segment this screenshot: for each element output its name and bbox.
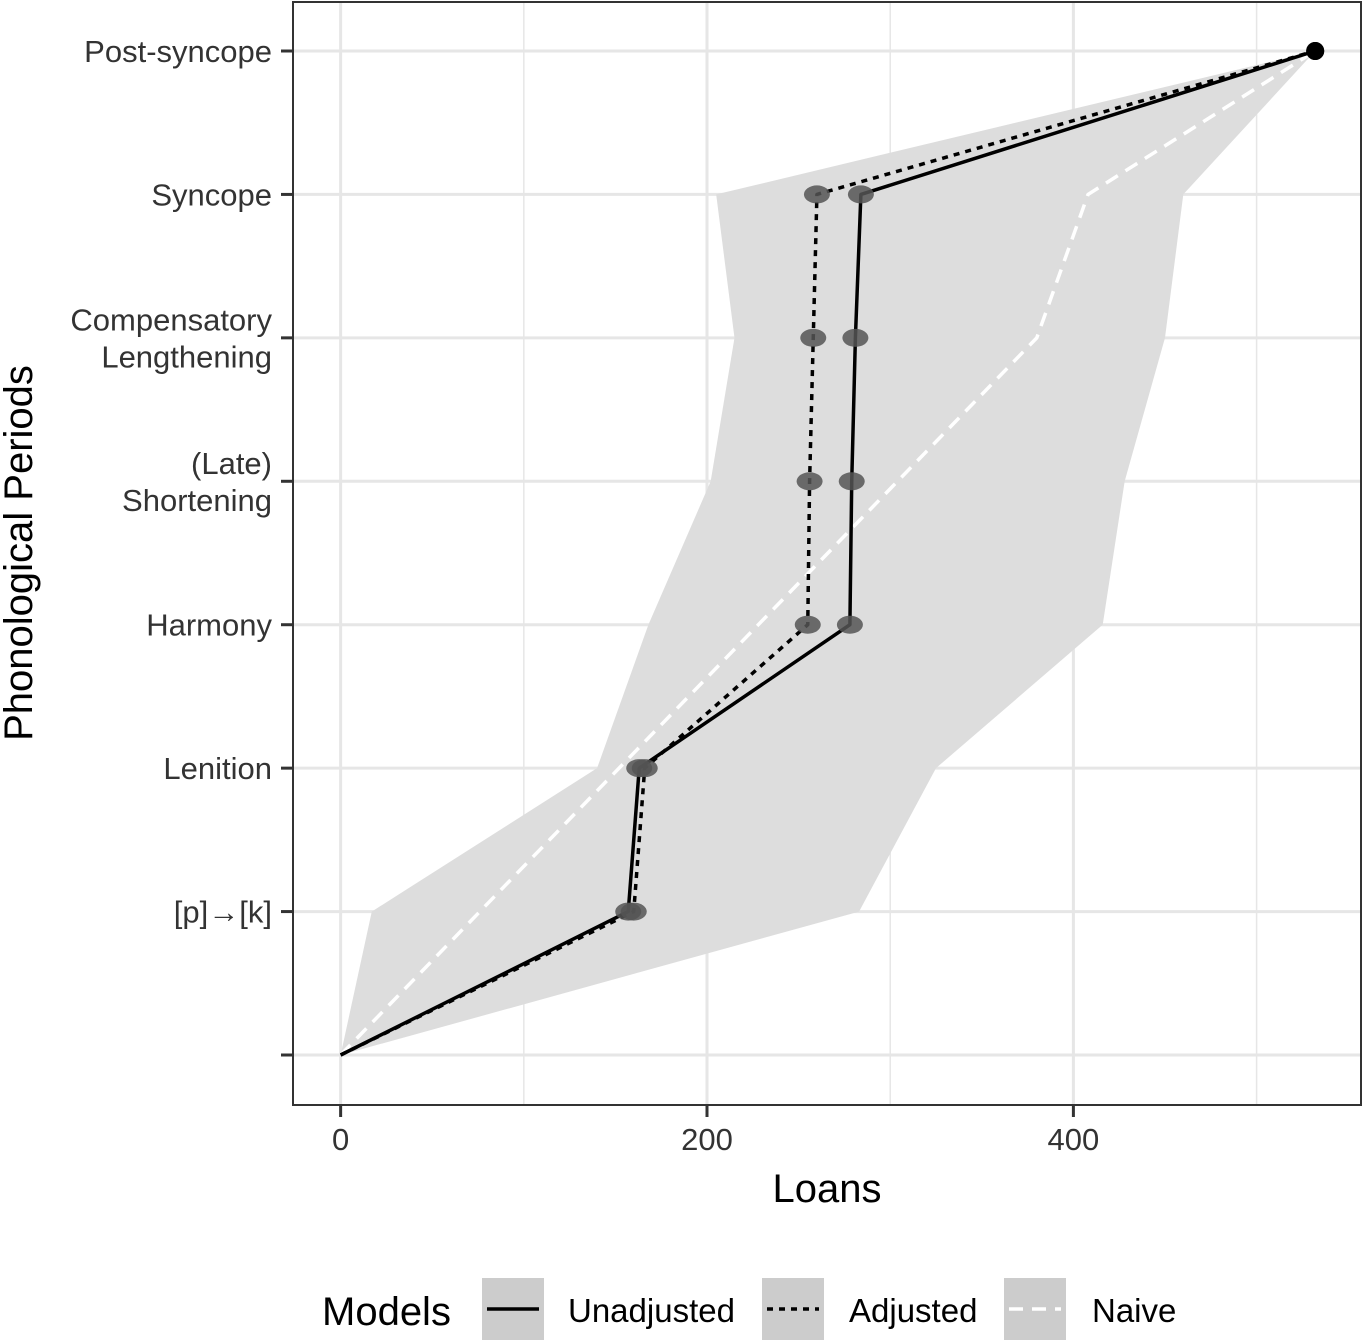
x-tick-label: 200 bbox=[681, 1122, 733, 1157]
x-axis-title: Loans bbox=[773, 1167, 882, 1211]
data-point-adjusted bbox=[803, 185, 830, 204]
x-axis: 0 200 400 bbox=[332, 1105, 1099, 1157]
y-axis-title: Phonological Periods bbox=[0, 365, 41, 741]
data-point-adjusted bbox=[1306, 42, 1325, 60]
data-point-adjusted bbox=[800, 328, 827, 347]
y-tick-label: Harmony bbox=[146, 608, 272, 643]
legend: Models Unadjusted Adjusted Naive bbox=[322, 1278, 1176, 1340]
data-points bbox=[615, 42, 1325, 921]
data-point-unadjusted bbox=[838, 472, 865, 491]
y-tick-label: Shortening bbox=[122, 483, 272, 518]
data-point-unadjusted bbox=[842, 328, 869, 347]
data-point-unadjusted bbox=[847, 185, 874, 204]
legend-label-adjusted: Adjusted bbox=[849, 1292, 977, 1329]
y-axis: [p]→[k] Lenition Harmony (Late)Shortening Co… bbox=[70, 34, 293, 1057]
legend-title: Models bbox=[322, 1290, 451, 1334]
y-tick-label: Post-syncope bbox=[84, 34, 272, 69]
y-tick-label: Lengthening bbox=[101, 339, 272, 374]
data-point-adjusted bbox=[620, 902, 647, 921]
y-tick-label: [p]→[k] bbox=[174, 895, 272, 930]
legend-label-unadjusted: Unadjusted bbox=[568, 1292, 735, 1329]
legend-label-naive: Naive bbox=[1092, 1292, 1176, 1329]
series-lines bbox=[339, 49, 1317, 1057]
data-point-adjusted bbox=[794, 615, 821, 634]
y-tick-label: Compensatory bbox=[70, 302, 272, 337]
data-point-adjusted bbox=[796, 472, 823, 491]
series-line-unadjusted bbox=[339, 49, 1316, 1057]
plot-area bbox=[292, 1, 1362, 1106]
data-point-unadjusted bbox=[836, 615, 863, 634]
x-tick-label: 0 bbox=[332, 1122, 349, 1157]
y-tick-label: (Late) bbox=[191, 446, 272, 481]
panel-border bbox=[292, 1, 1362, 1106]
y-tick-label: Syncope bbox=[151, 177, 272, 212]
data-point-adjusted bbox=[631, 759, 658, 778]
series-line-naive bbox=[339, 49, 1317, 1057]
y-tick-label: Lenition bbox=[163, 751, 272, 786]
series-line-adjusted bbox=[339, 49, 1316, 1057]
x-tick-label: 400 bbox=[1048, 1122, 1100, 1157]
